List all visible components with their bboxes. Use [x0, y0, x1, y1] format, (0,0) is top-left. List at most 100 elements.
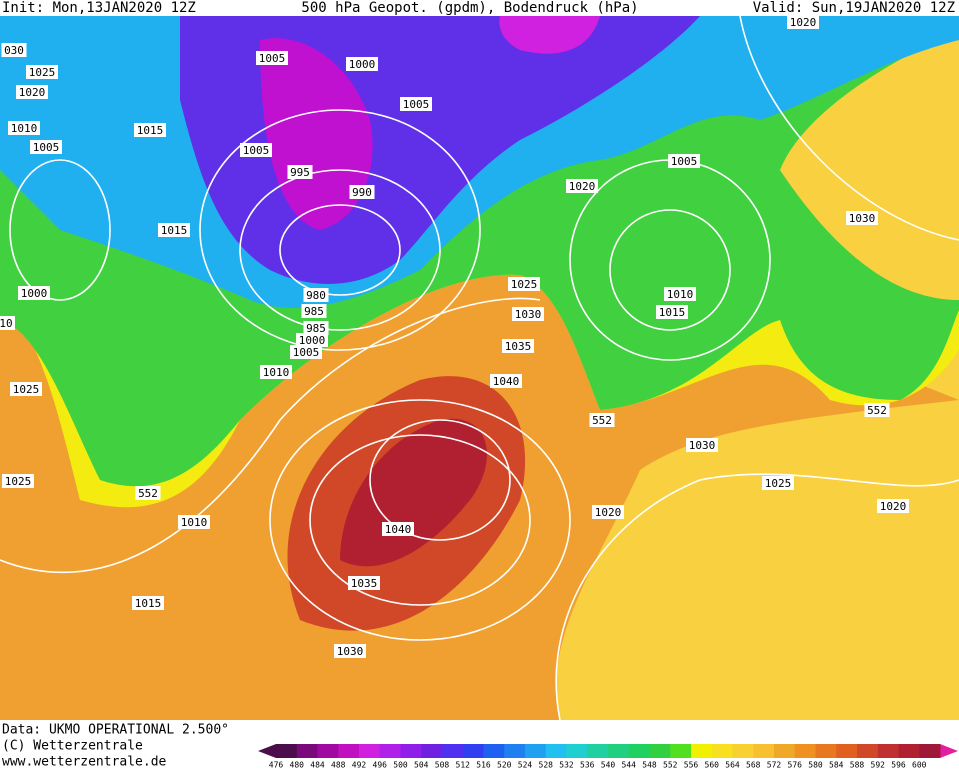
isobar-label: 1000: [349, 58, 376, 71]
scale-label: 520: [497, 761, 512, 770]
scale-swatch: [400, 744, 422, 758]
isobar-label-box: [290, 345, 322, 359]
isobar-label-box: [762, 476, 794, 490]
isobar-label: 1025: [5, 475, 32, 488]
isobar-label: 1005: [293, 346, 320, 359]
isobar-label: 1005: [259, 52, 286, 65]
isobar-label: 985: [306, 322, 326, 335]
scale-label: 588: [850, 761, 865, 770]
isobar-label: 1030: [689, 439, 716, 452]
isobar-label-box: [686, 438, 718, 452]
isobar-label-box: [512, 307, 544, 321]
isobar-label: 552: [867, 404, 887, 417]
scale-swatch: [566, 744, 588, 758]
isobar-label-box: [132, 596, 164, 610]
scale-swatch: [877, 744, 899, 758]
contour: [199, 109, 481, 351]
contour: [279, 204, 401, 296]
isobar-label-box: [668, 154, 700, 168]
field-dark-red: [340, 418, 487, 567]
isobar-label-box: [10, 382, 42, 396]
copyright: (C) Wetterzentrale: [2, 739, 143, 754]
isobar-label-box: [16, 85, 48, 99]
contour: [555, 473, 959, 721]
scale-swatch: [857, 744, 879, 758]
scale-swatch: [815, 744, 837, 758]
scale-label: 516: [476, 761, 491, 770]
isobar-label: 1015: [161, 224, 188, 237]
scale-label: 488: [331, 761, 346, 770]
isobar-label-box: [787, 15, 819, 29]
isobar-label: 1010: [667, 288, 694, 301]
scale-label: 512: [456, 761, 471, 770]
scale-swatch: [774, 744, 796, 758]
isobar-label: 1030: [515, 308, 542, 321]
scale-label: 576: [788, 761, 803, 770]
isobar-label: 1030: [849, 212, 876, 225]
scale-swatch: [794, 744, 816, 758]
isobar-label-box: [8, 121, 40, 135]
scale-swatch: [462, 744, 484, 758]
scale-label: 480: [290, 761, 305, 770]
valid-time: Valid: Sun,19JAN2020 12Z: [753, 0, 955, 16]
color-scale: 476 480 484 488 492 496 500 504 508 512 516 520 524 5…: [258, 744, 958, 770]
contour: [0, 297, 541, 574]
isobar-label-box: [589, 413, 615, 427]
isobar-label-box: [349, 185, 375, 199]
scale-label: 500: [393, 761, 408, 770]
isobar-label: 1035: [351, 577, 378, 590]
scale-label: 556: [684, 761, 699, 770]
scale-label: 548: [642, 761, 657, 770]
isobar-label-box: [508, 277, 540, 291]
scale-label: 504: [414, 761, 429, 770]
isobar-label-box: [877, 499, 909, 513]
scale-label: 484: [310, 761, 325, 770]
scale-swatch: [587, 744, 609, 758]
scale-swatch: [919, 744, 941, 758]
isobar-label-box: [664, 287, 696, 301]
isobar-label: 1020: [595, 506, 622, 519]
scale-label: 536: [580, 761, 595, 770]
isobar-label-box: [502, 339, 534, 353]
isobar-label: 1000: [299, 334, 326, 347]
isobar-label-box: [0, 316, 15, 330]
isobar-label: 1020: [790, 16, 817, 29]
scale-swatch: [545, 744, 567, 758]
isobar-label-box: [240, 143, 272, 157]
isobar-label: 1025: [765, 477, 792, 490]
isobar-label-box: [346, 57, 378, 71]
isobar-label: 985: [304, 305, 324, 318]
scale-label: 600: [912, 761, 927, 770]
isobar-label-box: [30, 140, 62, 154]
isobar-label-box: [134, 123, 166, 137]
field-purple-north: [499, 16, 600, 54]
scale-swatch: [628, 744, 650, 758]
isobar-label-box: [260, 365, 292, 379]
contour: [739, 15, 959, 241]
scale-swatch: [525, 744, 547, 758]
scale-swatch: [732, 744, 754, 758]
isobar-label: 1025: [13, 383, 40, 396]
isobar-label-box: [287, 165, 313, 179]
isobar-label: 552: [138, 487, 158, 500]
scale-swatch: [691, 744, 713, 758]
isobar-label: 990: [352, 186, 372, 199]
isobar-label: 1015: [137, 124, 164, 137]
isobar-label-box: [382, 522, 414, 536]
isobar-label: 1010: [11, 122, 38, 135]
isobar-label: 1030: [337, 645, 364, 658]
isobar-label: 1040: [493, 375, 520, 388]
field-yellow-east: [780, 30, 959, 300]
scale-swatch: [379, 744, 401, 758]
isobar-label-box: [303, 288, 329, 302]
isobar-label: 1020: [880, 500, 907, 513]
scale-label: 572: [767, 761, 782, 770]
scale-label: 532: [559, 761, 574, 770]
scale-label: 596: [891, 761, 906, 770]
scale-label: 568: [746, 761, 761, 770]
scale-swatch: [359, 744, 381, 758]
scale-label: 476: [269, 761, 284, 770]
scale-label: 560: [705, 761, 720, 770]
isobar-label: 552: [592, 414, 612, 427]
